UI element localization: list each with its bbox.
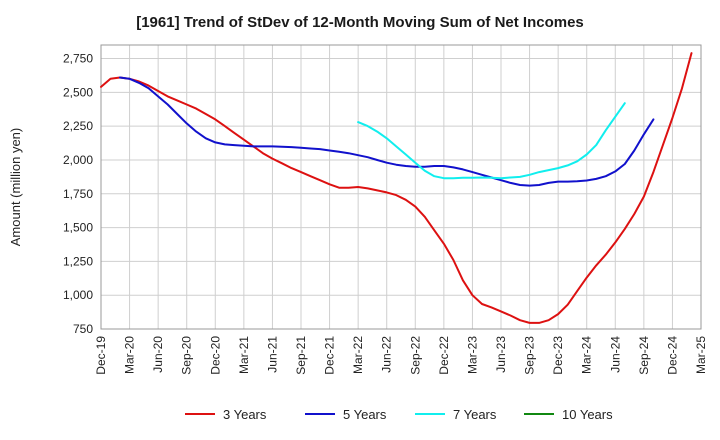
series-line-5-years [119,76,655,187]
x-tick-label: Mar-22 [351,336,365,374]
y-tick-label: 2,250 [63,119,93,133]
x-tick-label: Dec-20 [208,336,222,375]
x-tick-label: Dec-23 [551,336,565,375]
x-tick-label: Mar-20 [123,336,137,374]
x-tick-label: Mar-21 [237,336,251,374]
x-tick-label: Sep-23 [523,336,537,375]
legend-label: 3 Years [223,407,267,422]
x-tick-label: Dec-22 [437,336,451,375]
series-line-3-years [100,52,693,324]
x-tick-label: Mar-24 [580,336,594,374]
x-tick-label: Jun-24 [608,336,622,373]
y-tick-label: 750 [73,322,93,336]
x-tick-label: Sep-21 [294,336,308,375]
chart-title: [1961] Trend of StDev of 12-Month Moving… [136,14,584,31]
x-tick-label: Jun-23 [494,336,508,373]
y-tick-label: 2,750 [63,52,93,66]
legend-label: 10 Years [562,407,613,422]
legend-label: 7 Years [453,407,497,422]
x-tick-label: Dec-21 [323,336,337,375]
x-tick-label: Dec-24 [665,336,679,375]
x-tick-label: Jun-22 [380,336,394,373]
x-tick-label: Mar-23 [465,336,479,374]
y-tick-label: 1,000 [63,288,93,302]
y-tick-label: 2,500 [63,85,93,99]
y-tick-label: 2,000 [63,153,93,167]
x-tick-label: Jun-20 [151,336,165,373]
series-line-7-years [357,102,626,180]
y-axis-title: Amount (million yen) [8,128,23,247]
plot-frame [100,44,702,330]
x-tick-label: Sep-22 [408,336,422,375]
x-tick-label: Sep-20 [180,336,194,375]
x-tick-label: Jun-21 [265,336,279,373]
y-tick-label: 1,750 [63,187,93,201]
y-tick-label: 1,250 [63,254,93,268]
x-tick-label: Mar-25 [694,336,708,374]
x-tick-label: Dec-19 [94,336,108,375]
y-tick-label: 1,500 [63,221,93,235]
x-tick-label: Sep-24 [637,336,651,375]
legend-label: 5 Years [343,407,387,422]
